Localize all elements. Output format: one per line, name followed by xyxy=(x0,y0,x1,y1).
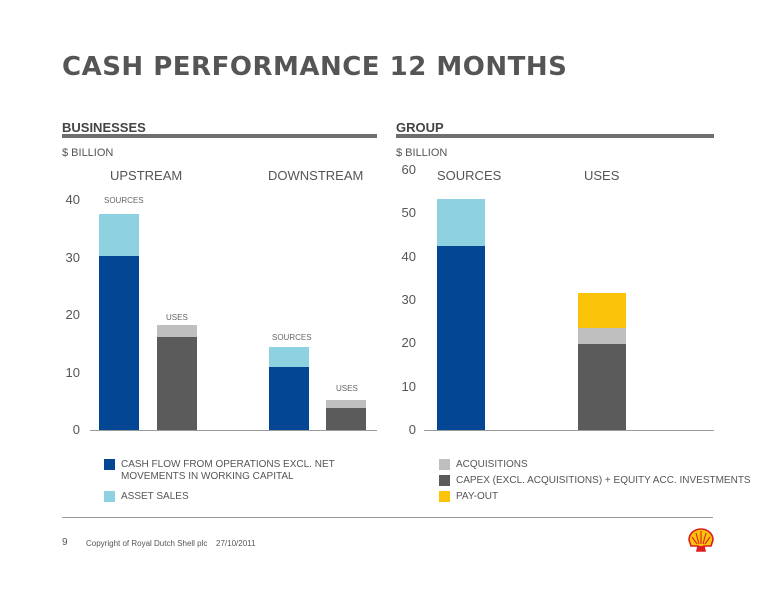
group-y-tick: 40 xyxy=(401,248,416,264)
businesses-y-tick: 40 xyxy=(65,192,80,207)
downstream-uses-label: USES xyxy=(336,384,358,393)
businesses-bar-1-segment-0 xyxy=(157,336,197,430)
legend-cash-flow: CASH FLOW FROM OPERATIONS EXCL. NET MOVE… xyxy=(104,459,354,483)
businesses-bar-0-segment-1 xyxy=(99,213,139,257)
group-sources-header: SOURCES xyxy=(437,168,502,183)
upstream-header: UPSTREAM xyxy=(110,168,183,183)
businesses-y-tick: 0 xyxy=(72,422,80,437)
businesses-section-title: BUSINESSES xyxy=(62,120,146,135)
group-section-title: GROUP xyxy=(396,120,444,135)
page-number: 9 xyxy=(62,537,68,548)
group-bar-1-segment-0 xyxy=(578,344,626,430)
shell-logo xyxy=(688,528,714,552)
businesses-bar-2-segment-1 xyxy=(269,346,309,367)
businesses-unit-label: $ BILLION xyxy=(62,147,114,159)
downstream-header: DOWNSTREAM xyxy=(268,168,364,183)
group-uses-header: USES xyxy=(584,168,620,183)
upstream-sources-label: SOURCES xyxy=(104,196,144,205)
businesses-y-tick: 30 xyxy=(65,249,80,265)
businesses-bar-2-segment-0 xyxy=(269,366,309,430)
businesses-bar-3-segment-0 xyxy=(326,408,366,430)
legend-cash-flow-label: CASH FLOW FROM OPERATIONS EXCL. NET MOVE… xyxy=(121,459,335,482)
group-unit-label: $ BILLION xyxy=(396,147,448,159)
legend-capex-swatch xyxy=(439,475,450,486)
group-bar-1-segment-1 xyxy=(578,327,626,345)
legend-acquisitions-label: ACQUISITIONS xyxy=(456,459,528,470)
legend-payout: PAY-OUT xyxy=(439,491,498,503)
legend-payout-swatch xyxy=(439,491,450,502)
group-y-tick: 10 xyxy=(401,378,416,394)
group-y-tick: 60 xyxy=(401,162,416,177)
businesses-section-rule xyxy=(62,134,377,138)
group-y-tick: 20 xyxy=(401,335,416,351)
legend-payout-label: PAY-OUT xyxy=(456,491,499,502)
legend-cash-flow-swatch xyxy=(104,459,115,470)
group-bar-0-segment-1 xyxy=(437,199,485,247)
page-title: CASH PERFORMANCE 12 MONTHS xyxy=(62,52,568,82)
upstream-uses-label: USES xyxy=(166,313,188,322)
legend-asset-sales: ASSET SALES xyxy=(104,491,189,503)
legend-capex: CAPEX (EXCL. ACQUISITIONS) + EQUITY ACC.… xyxy=(439,475,751,487)
businesses-y-tick: 20 xyxy=(65,307,80,322)
group-y-tick: 30 xyxy=(401,292,416,307)
legend-asset-sales-label: ASSET SALES xyxy=(121,491,189,502)
footer-rule xyxy=(62,517,713,518)
businesses-x-axis xyxy=(90,430,377,431)
group-y-tick: 50 xyxy=(401,205,416,221)
businesses-y-tick: 10 xyxy=(65,364,80,380)
downstream-sources-label: SOURCES xyxy=(272,333,312,342)
businesses-bar-1-segment-1 xyxy=(157,325,197,337)
group-x-axis xyxy=(424,430,714,431)
legend-asset-sales-swatch xyxy=(104,491,115,502)
footer-date: 27/10/2011 xyxy=(216,539,256,548)
businesses-bar-0-segment-0 xyxy=(99,256,139,430)
group-y-tick: 0 xyxy=(408,422,416,437)
copyright-text: Copyright of Royal Dutch Shell plc xyxy=(86,539,208,548)
businesses-bar-3-segment-1 xyxy=(326,399,366,409)
group-section-rule xyxy=(396,134,714,138)
group-bar-1-segment-2 xyxy=(578,292,626,328)
legend-capex-label: CAPEX (EXCL. ACQUISITIONS) + EQUITY ACC.… xyxy=(456,475,751,486)
legend-acquisitions-swatch xyxy=(439,459,450,470)
legend-acquisitions: ACQUISITIONS xyxy=(439,459,528,471)
group-bar-0-segment-0 xyxy=(437,246,485,430)
